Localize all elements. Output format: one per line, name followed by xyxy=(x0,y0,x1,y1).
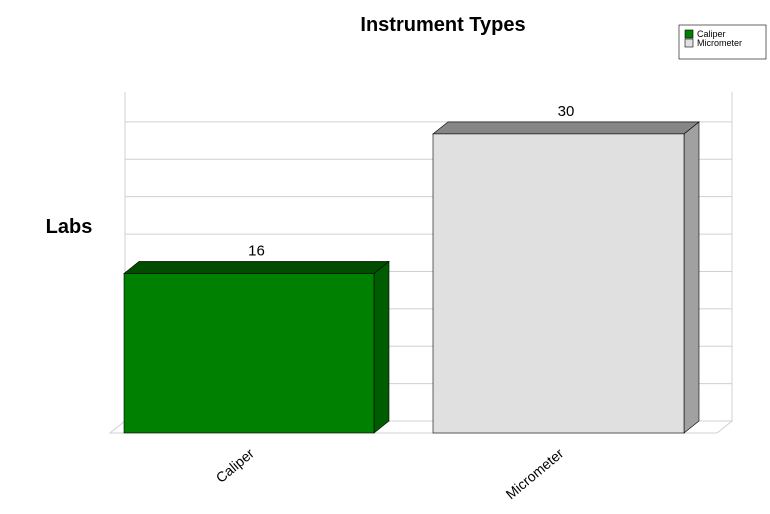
legend-swatch-micrometer xyxy=(684,38,694,48)
legend-box xyxy=(678,24,767,60)
bar-top-caliper xyxy=(123,261,390,274)
y-axis-label: Labs xyxy=(46,216,93,238)
x-tick-label-caliper: Caliper xyxy=(213,445,258,486)
plot-area: 16 Caliper 30 Micrometer xyxy=(108,92,734,502)
bar-micrometer xyxy=(432,133,685,434)
bar-top-micrometer xyxy=(432,121,700,135)
data-label-micrometer: 30 xyxy=(558,103,575,120)
chart-title: Instrument Types xyxy=(360,14,525,36)
legend: Caliper Micrometer xyxy=(678,24,767,60)
legend-entry-caliper: Caliper xyxy=(697,29,726,39)
data-label-caliper: 16 xyxy=(248,242,265,259)
bar-side-caliper xyxy=(373,260,390,434)
legend-entry-micrometer: Micrometer xyxy=(697,38,742,48)
x-tick-label-micrometer: Micrometer xyxy=(503,445,567,502)
bar-caliper xyxy=(123,273,375,434)
legend-swatch-caliper xyxy=(684,29,694,39)
bar-side-micrometer xyxy=(683,121,700,434)
